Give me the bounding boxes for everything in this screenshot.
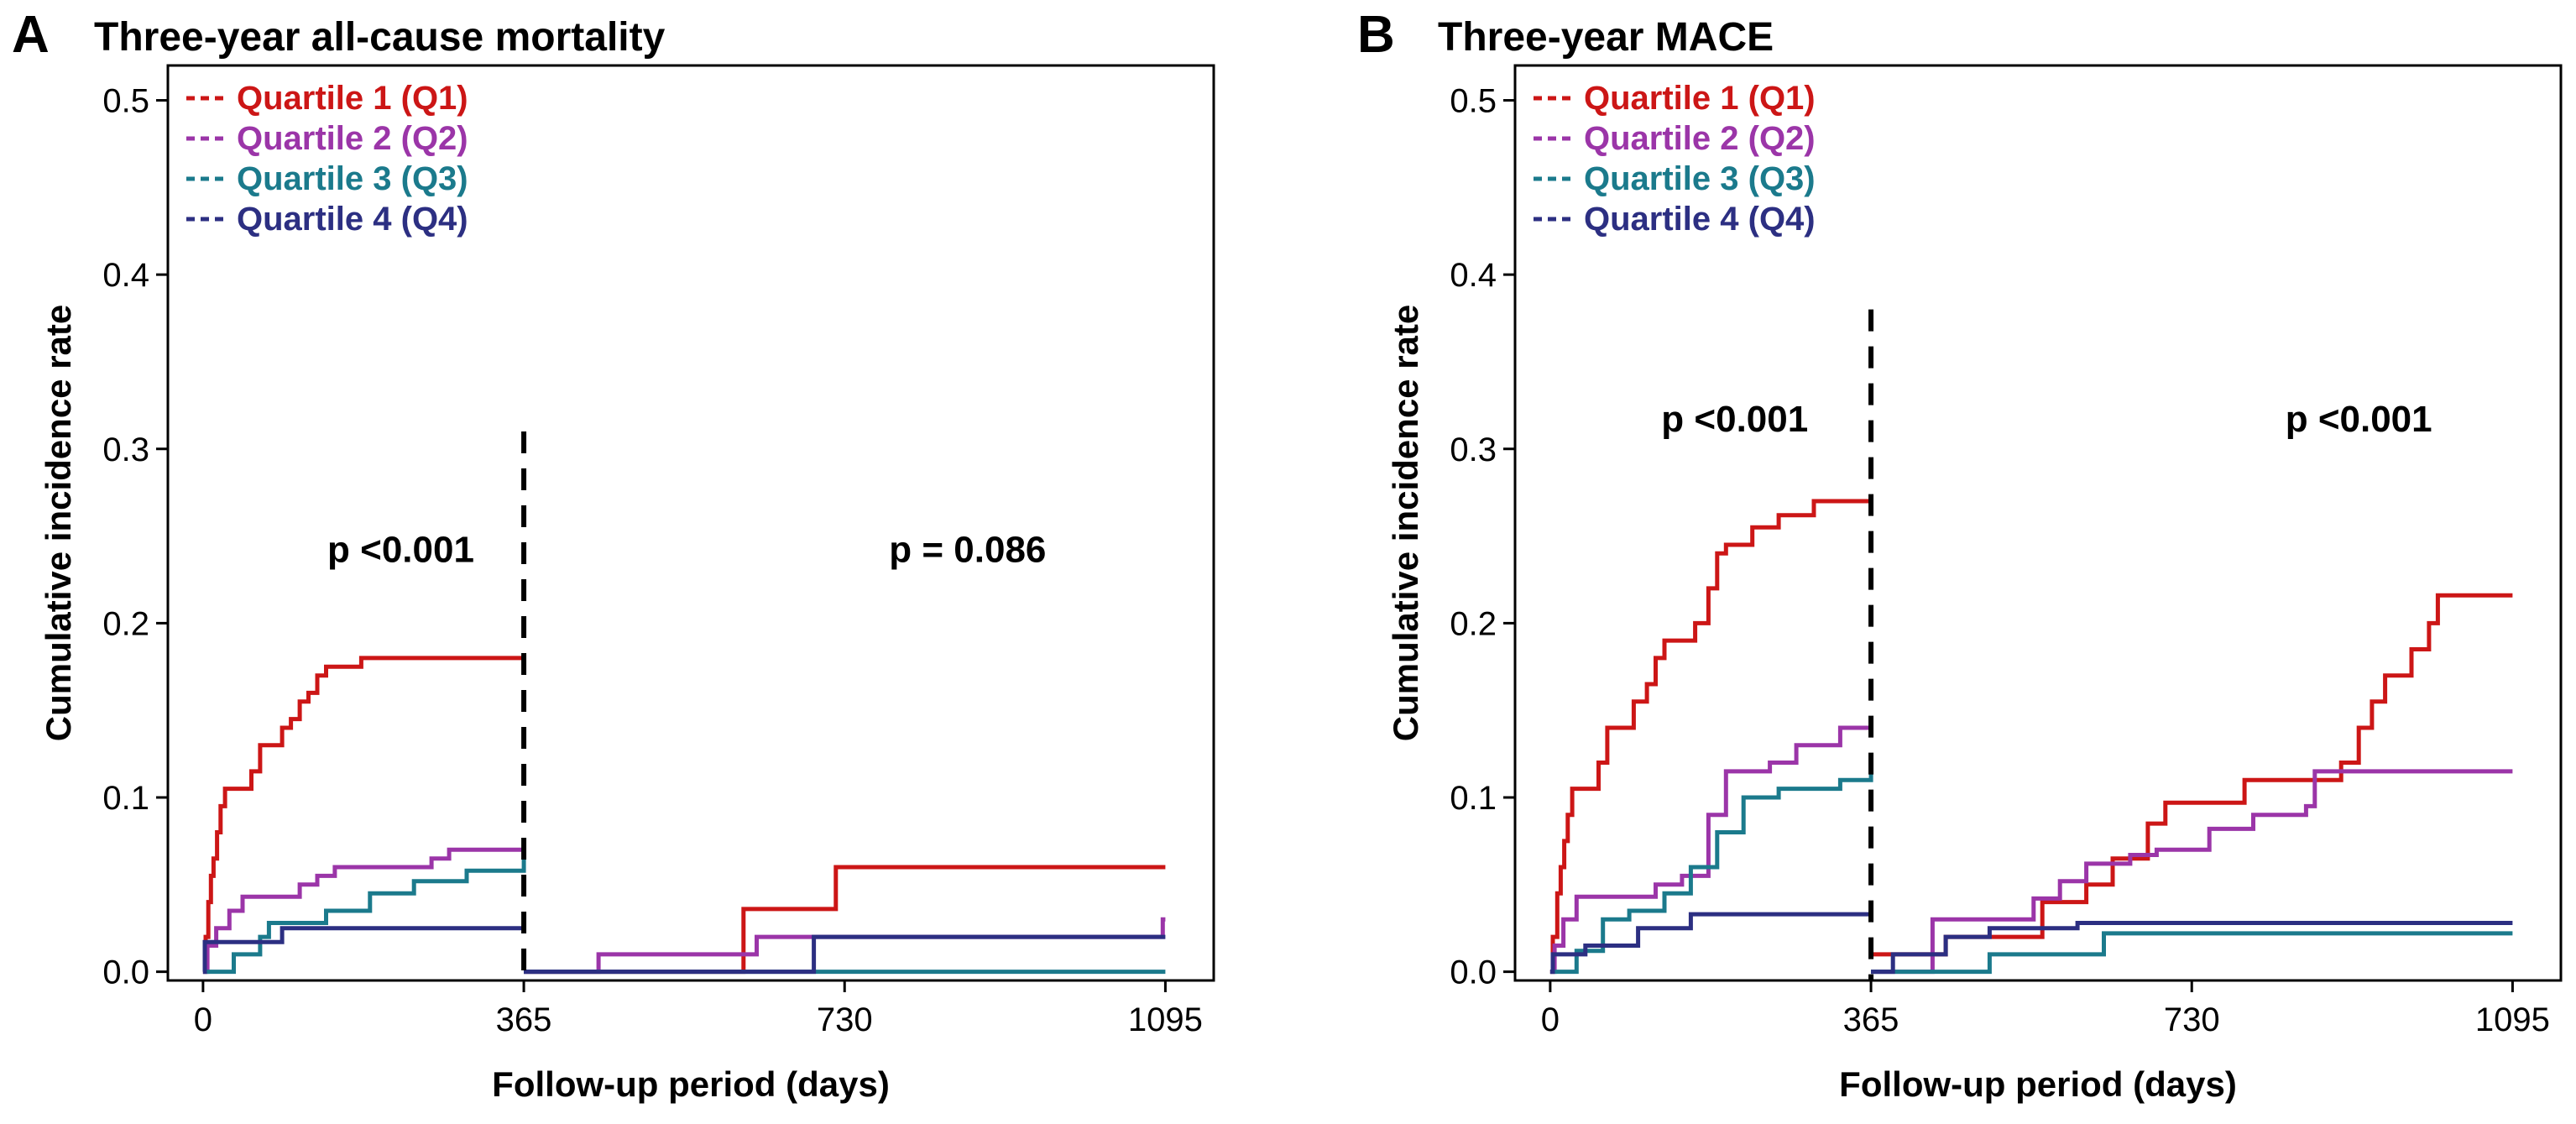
y-tick-label: 0.3 [102,431,149,468]
x-tick-label: 1095 [2475,1001,2550,1038]
legend-label-q3: Quartile 3 (Q3) [237,160,468,197]
plot-frame [166,64,1215,982]
p-value-annotation: p <0.001 [2286,399,2432,440]
series-line-q4-segment-2 [1871,921,2513,975]
series-line-q3-segment-1 [1549,754,1873,975]
series-line-q3-segment-2 [1871,931,2513,975]
y-axis-label: Cumulative incidence rate [39,305,78,742]
legend: Quartile 1 (Q1)Quartile 2 (Q2)Quartile 3… [186,80,468,238]
x-tick-label: 0 [1541,1001,1560,1038]
x-tick-label: 365 [496,1001,552,1038]
p-value-annotation: p <0.001 [327,530,474,571]
y-tick-label: 0.3 [1450,431,1497,468]
legend-label-q2: Quartile 2 (Q2) [1584,120,1816,157]
y-tick-label: 0.1 [1450,780,1497,817]
y-tick-label: 0.0 [1450,954,1497,991]
panel-title: Three-year MACE [1438,15,1774,60]
panel-title: Three-year all-cause mortality [94,15,666,60]
y-tick-label: 0.4 [102,257,149,294]
y-tick-label: 0.2 [102,605,149,642]
legend-label-q4: Quartile 4 (Q4) [1584,201,1816,238]
panel-a: A Three-year all-cause mortality 0.0 0.1 0.2… [12,6,1215,1104]
series-line-q4-segment-1 [202,926,525,975]
x-tick-label: 730 [2164,1001,2220,1038]
plot-frame [1513,64,2563,982]
legend-label-q1: Quartile 1 (Q1) [1584,80,1816,117]
series-line-q2-segment-1 [1549,725,1872,975]
y-tick-label: 0.5 [102,83,149,120]
x-tick-label: 365 [1843,1001,1899,1038]
series-line-q2-segment-2 [1871,769,2513,975]
x-tick-label: 0 [194,1001,212,1038]
series-line-q4-segment-2 [524,934,1166,975]
x-axis-label: Follow-up period (days) [492,1064,890,1104]
legend: Quartile 1 (Q1)Quartile 2 (Q2)Quartile 3… [1534,80,1816,238]
series-line-q1-segment-1 [1549,499,1872,975]
y-tick-label: 0.1 [102,780,149,817]
p-value-annotation: p <0.001 [1661,399,1808,440]
series-line-q4-segment-1 [1549,912,1872,975]
y-tick-label: 0.0 [102,954,149,991]
series-line-q1-segment-1 [202,654,526,975]
series-line-q2-segment-2 [524,917,1166,975]
series-line-q3-segment-1 [202,858,526,975]
p-value-annotation: p = 0.086 [889,530,1046,571]
x-axis-label: Follow-up period (days) [1839,1064,2237,1104]
x-tick-label: 730 [817,1001,873,1038]
series-line-q1-segment-2 [1871,593,2513,957]
panel-letter: A [12,6,50,64]
y-tick-label: 0.5 [1450,83,1497,120]
panel-letter: B [1357,6,1395,64]
y-tick-label: 0.2 [1450,605,1497,642]
y-tick-label: 0.4 [1450,257,1497,294]
legend-label-q1: Quartile 1 (Q1) [237,80,468,117]
panel-b: B Three-year MACE 0.0 0.1 0.2 0.3 0.4 0.5 0 365 73… [1357,6,2563,1104]
legend-label-q2: Quartile 2 (Q2) [237,120,468,157]
y-axis-label: Cumulative incidence rate [1386,305,1425,742]
x-tick-label: 1095 [1128,1001,1203,1038]
legend-label-q3: Quartile 3 (Q3) [1584,160,1816,197]
legend-label-q4: Quartile 4 (Q4) [237,201,468,238]
